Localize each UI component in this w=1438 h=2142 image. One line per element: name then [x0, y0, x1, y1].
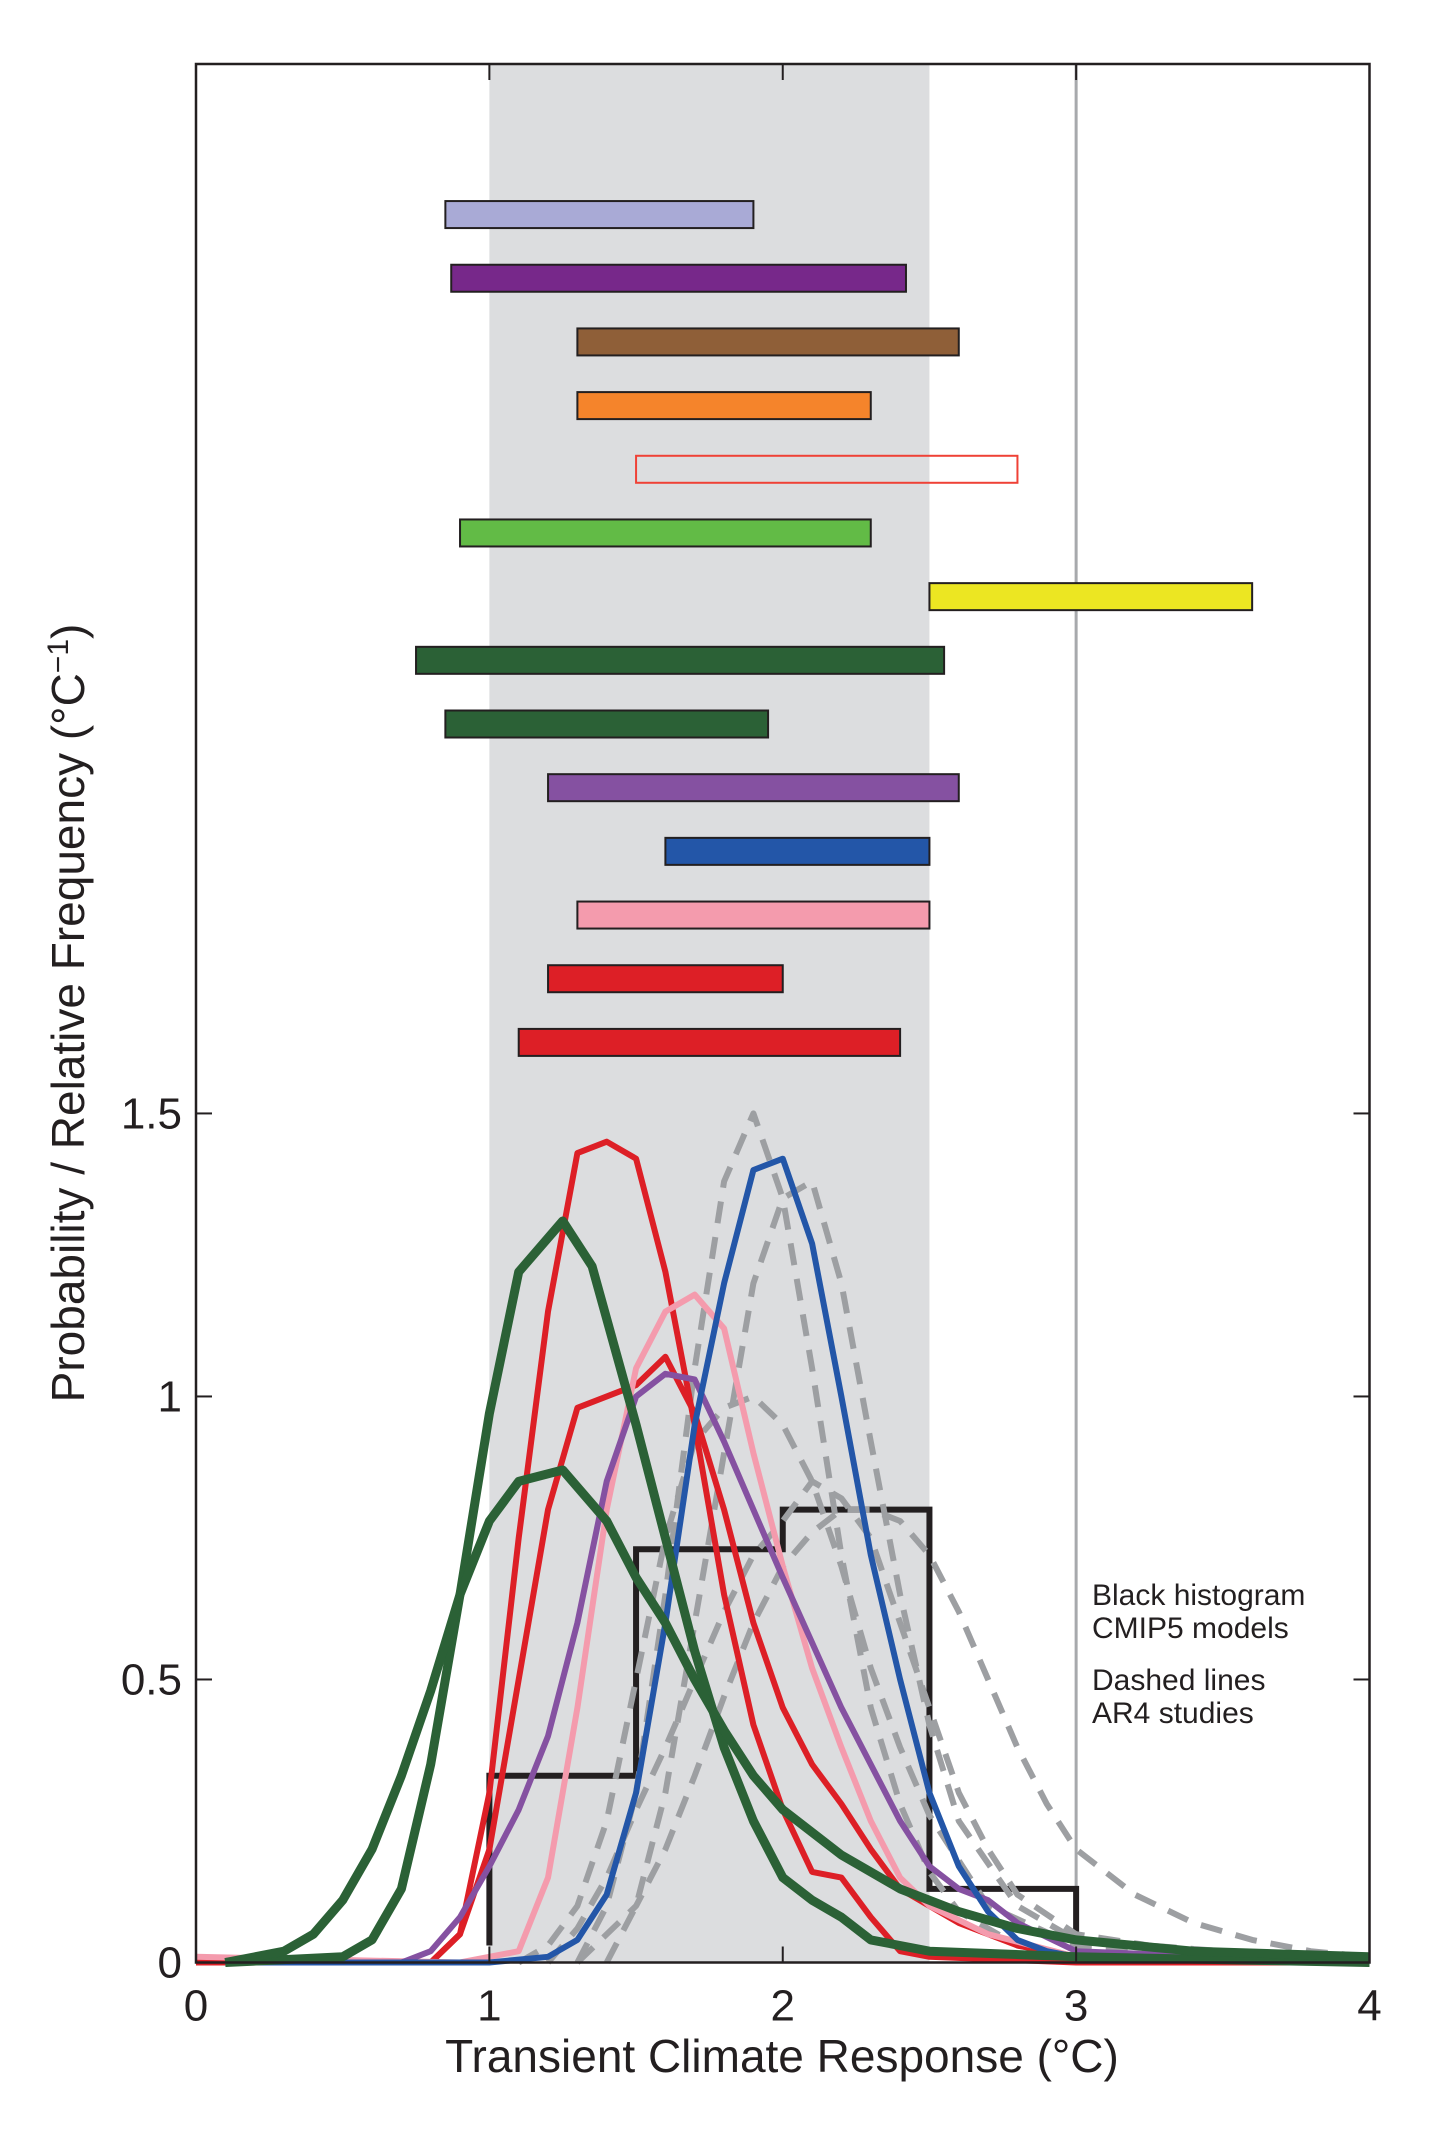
annotation-histogram: Black histogram CMIP5 models	[1092, 1579, 1305, 1645]
range-bar	[576, 391, 872, 421]
range-bar	[444, 200, 755, 230]
range-bar	[444, 709, 770, 739]
range-bar	[928, 582, 1254, 612]
x-tick-label: 3	[1064, 1982, 1088, 2031]
range-bar	[517, 1027, 902, 1057]
ar4-dashed-curve	[545, 1478, 1370, 1966]
y-axis-label-main: Probability / Relative Frequency (°C	[42, 673, 94, 1402]
range-bar	[547, 964, 784, 994]
y-tick-label: 0	[158, 1939, 182, 1988]
range-bar	[459, 518, 872, 548]
range-bar	[576, 900, 931, 930]
x-tick-label: 2	[771, 1982, 795, 2031]
x-tick-label: 4	[1357, 1982, 1381, 2031]
ar4-dashed-curve	[575, 1506, 1370, 1965]
range-bar	[450, 263, 907, 293]
x-tick-label: 1	[477, 1982, 501, 2031]
range-bar	[576, 327, 960, 357]
annotation-line: Dashed lines	[1092, 1664, 1265, 1697]
ar4-dashed-curve	[574, 1110, 1370, 1966]
y-axis-label: Probability / Relative Frequency (°C−1)	[42, 624, 94, 1403]
pdf-curve	[400, 1370, 1370, 1966]
y-tick-label: 1.5	[121, 1089, 182, 1138]
ar4-dashed-curve	[517, 1393, 1370, 1966]
pdf-curve	[224, 1465, 1370, 1967]
annotation-dashed: Dashed lines AR4 studies	[1092, 1664, 1265, 1730]
annotation-line: Black histogram	[1092, 1579, 1305, 1612]
y-axis-label-end: )	[42, 624, 94, 639]
x-tick-label: 0	[184, 1982, 208, 2031]
annotation-line: AR4 studies	[1092, 1697, 1254, 1730]
range-bar	[415, 645, 946, 675]
range-bar	[547, 773, 960, 803]
range-bar	[664, 836, 931, 866]
pdf-curve	[225, 1216, 1370, 1967]
x-axis-label: Transient Climate Response (°C)	[445, 2030, 1119, 2082]
y-axis-label-sup: −1	[42, 639, 75, 673]
annotation-line: CMIP5 models	[1092, 1612, 1289, 1645]
y-tick-label: 1	[158, 1372, 182, 1421]
y-tick-label: 0.5	[121, 1655, 182, 1704]
range-bar	[635, 454, 1019, 484]
